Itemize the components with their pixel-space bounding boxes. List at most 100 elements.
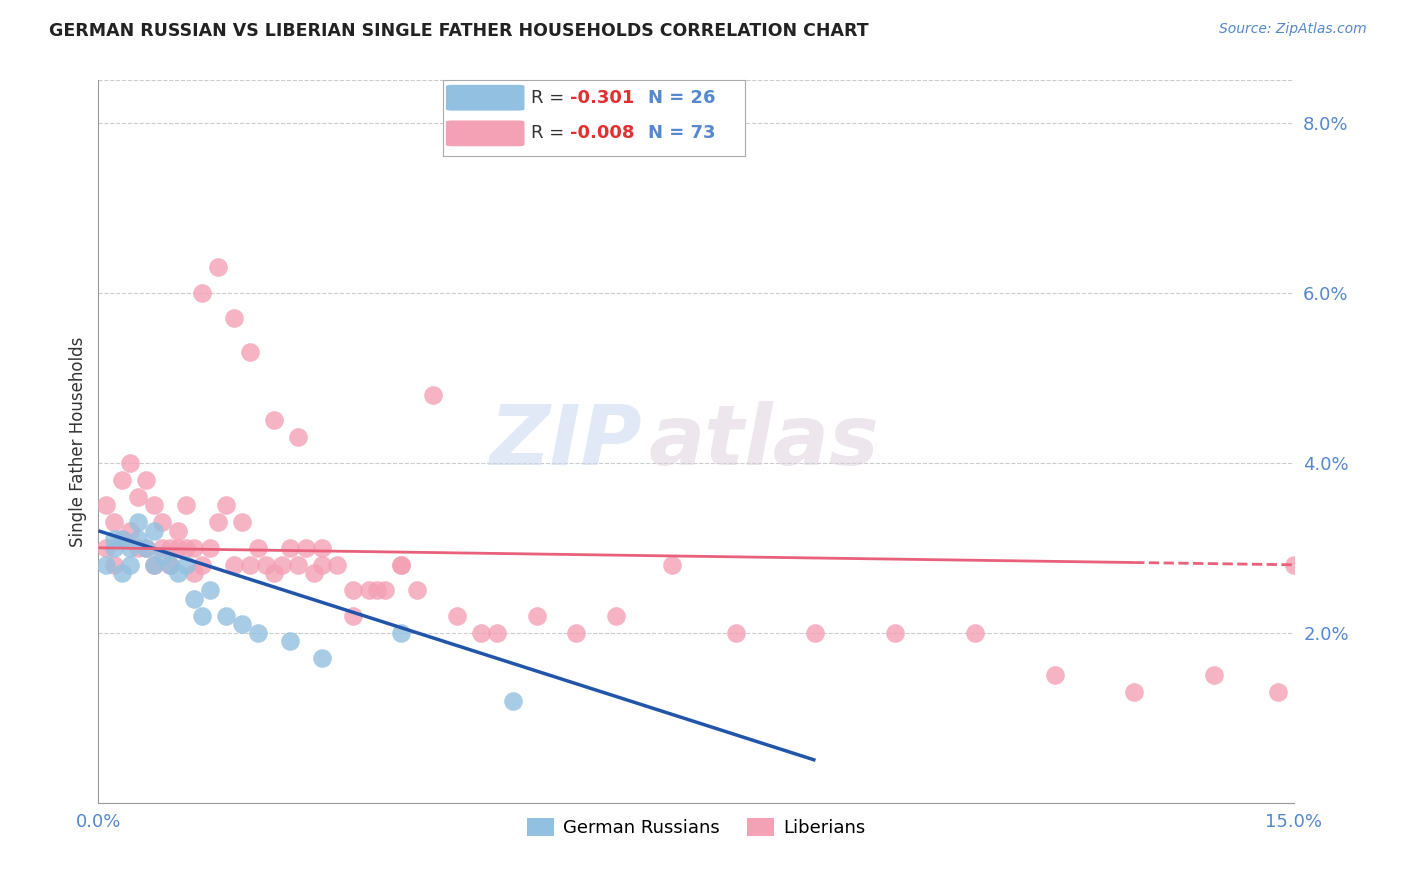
Point [143,498,166,512]
Point [159,558,181,572]
Point [143,558,166,572]
Point [502,694,524,708]
Point [174,558,197,572]
Point [120,541,142,555]
Point [254,558,277,572]
Point [422,388,444,402]
Point [103,558,125,572]
Text: -0.008: -0.008 [569,124,634,143]
Text: N = 26: N = 26 [648,88,716,107]
Point [326,558,349,572]
Point [127,533,149,547]
Point [111,533,134,547]
Point [231,617,253,632]
Point [263,566,285,581]
Point [565,625,588,640]
Text: GERMAN RUSSIAN VS LIBERIAN SINGLE FATHER HOUSEHOLDS CORRELATION CHART: GERMAN RUSSIAN VS LIBERIAN SINGLE FATHER… [49,22,869,40]
Point [103,516,125,530]
Point [1267,685,1289,699]
Point [150,516,173,530]
Point [207,260,229,275]
Point [526,608,548,623]
Text: -0.301: -0.301 [569,88,634,107]
Point [406,583,429,598]
Point [389,625,412,640]
Text: N = 73: N = 73 [648,124,716,143]
Point [222,311,245,326]
Point [215,608,238,623]
Text: R =: R = [530,124,569,143]
FancyBboxPatch shape [446,120,524,146]
Point [96,541,118,555]
Point [167,541,190,555]
Point [120,558,142,572]
Point [287,430,309,444]
Point [198,541,221,555]
Point [1043,668,1066,682]
Point [302,566,325,581]
Point [135,541,157,555]
Point [120,524,142,538]
Point [222,558,245,572]
Text: ZIP: ZIP [489,401,643,482]
Point [389,558,412,572]
Point [294,541,316,555]
Text: Source: ZipAtlas.com: Source: ZipAtlas.com [1219,22,1367,37]
Point [135,473,157,487]
Point [231,516,253,530]
Point [159,541,181,555]
Point [470,625,492,640]
Point [111,533,134,547]
Point [366,583,388,598]
Point [342,608,364,623]
Point [159,558,181,572]
Point [287,558,309,572]
Point [884,625,907,640]
Point [183,591,205,606]
Point [311,558,333,572]
Point [127,541,149,555]
Point [150,549,173,564]
Point [278,634,301,648]
Point [278,541,301,555]
Point [143,524,166,538]
Point [207,516,229,530]
Point [191,558,214,572]
Point [263,413,285,427]
Point [135,541,157,555]
Point [96,498,118,512]
Point [198,583,221,598]
Text: atlas: atlas [648,401,879,482]
Point [661,558,683,572]
Point [143,558,166,572]
Point [111,566,134,581]
Point [127,490,149,504]
Point [1202,668,1225,682]
Point [239,558,262,572]
Point [167,566,190,581]
Point [342,583,364,598]
Point [446,608,468,623]
Point [359,583,381,598]
Point [246,541,269,555]
Point [1123,685,1146,699]
Point [485,625,508,640]
Point [311,541,333,555]
Point [174,498,197,512]
Point [103,533,125,547]
Point [389,558,412,572]
Legend: German Russians, Liberians: German Russians, Liberians [520,811,872,845]
Point [96,558,118,572]
Point [374,583,396,598]
Point [111,473,134,487]
Point [191,285,214,300]
Point [167,524,190,538]
Point [270,558,292,572]
Point [127,516,149,530]
Point [1282,558,1305,572]
Point [724,625,747,640]
Point [150,541,173,555]
Point [311,651,333,665]
Point [120,456,142,470]
Point [183,541,205,555]
